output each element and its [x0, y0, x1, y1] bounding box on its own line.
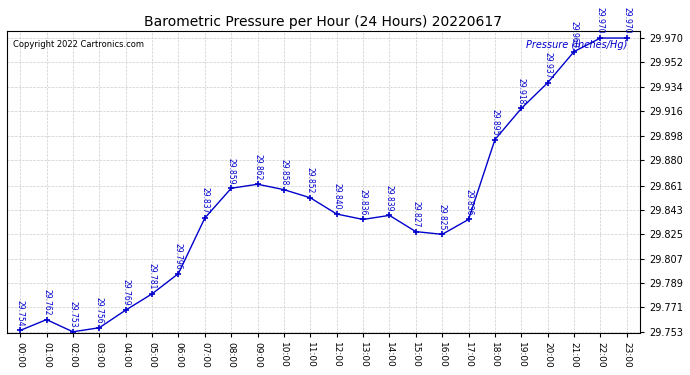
- Text: 29.970: 29.970: [596, 7, 605, 34]
- Text: 29.825: 29.825: [437, 204, 446, 230]
- Text: 29.937: 29.937: [543, 52, 552, 78]
- Text: 29.970: 29.970: [622, 7, 631, 34]
- Text: 29.756: 29.756: [95, 297, 103, 324]
- Text: 29.754: 29.754: [16, 300, 25, 326]
- Text: 29.862: 29.862: [253, 154, 262, 180]
- Text: 29.839: 29.839: [385, 185, 394, 211]
- Text: Copyright 2022 Cartronics.com: Copyright 2022 Cartronics.com: [13, 40, 144, 50]
- Text: 29.840: 29.840: [332, 183, 341, 210]
- Title: Barometric Pressure per Hour (24 Hours) 20220617: Barometric Pressure per Hour (24 Hours) …: [144, 15, 502, 29]
- Text: 29.836: 29.836: [464, 189, 473, 215]
- Text: 29.895: 29.895: [491, 109, 500, 135]
- Text: 29.769: 29.769: [121, 279, 130, 306]
- Text: 29.762: 29.762: [42, 289, 51, 315]
- Text: 29.753: 29.753: [68, 301, 77, 328]
- Text: 29.852: 29.852: [306, 167, 315, 194]
- Text: 29.858: 29.858: [279, 159, 288, 186]
- Text: 29.796: 29.796: [174, 243, 183, 269]
- Text: 29.859: 29.859: [226, 158, 236, 184]
- Text: Pressure (Inches/Hg): Pressure (Inches/Hg): [526, 40, 627, 50]
- Text: 29.836: 29.836: [359, 189, 368, 215]
- Text: 29.781: 29.781: [148, 263, 157, 290]
- Text: 29.827: 29.827: [411, 201, 420, 228]
- Text: 29.960: 29.960: [569, 21, 579, 47]
- Text: 29.918: 29.918: [517, 78, 526, 104]
- Text: 29.837: 29.837: [200, 188, 209, 214]
